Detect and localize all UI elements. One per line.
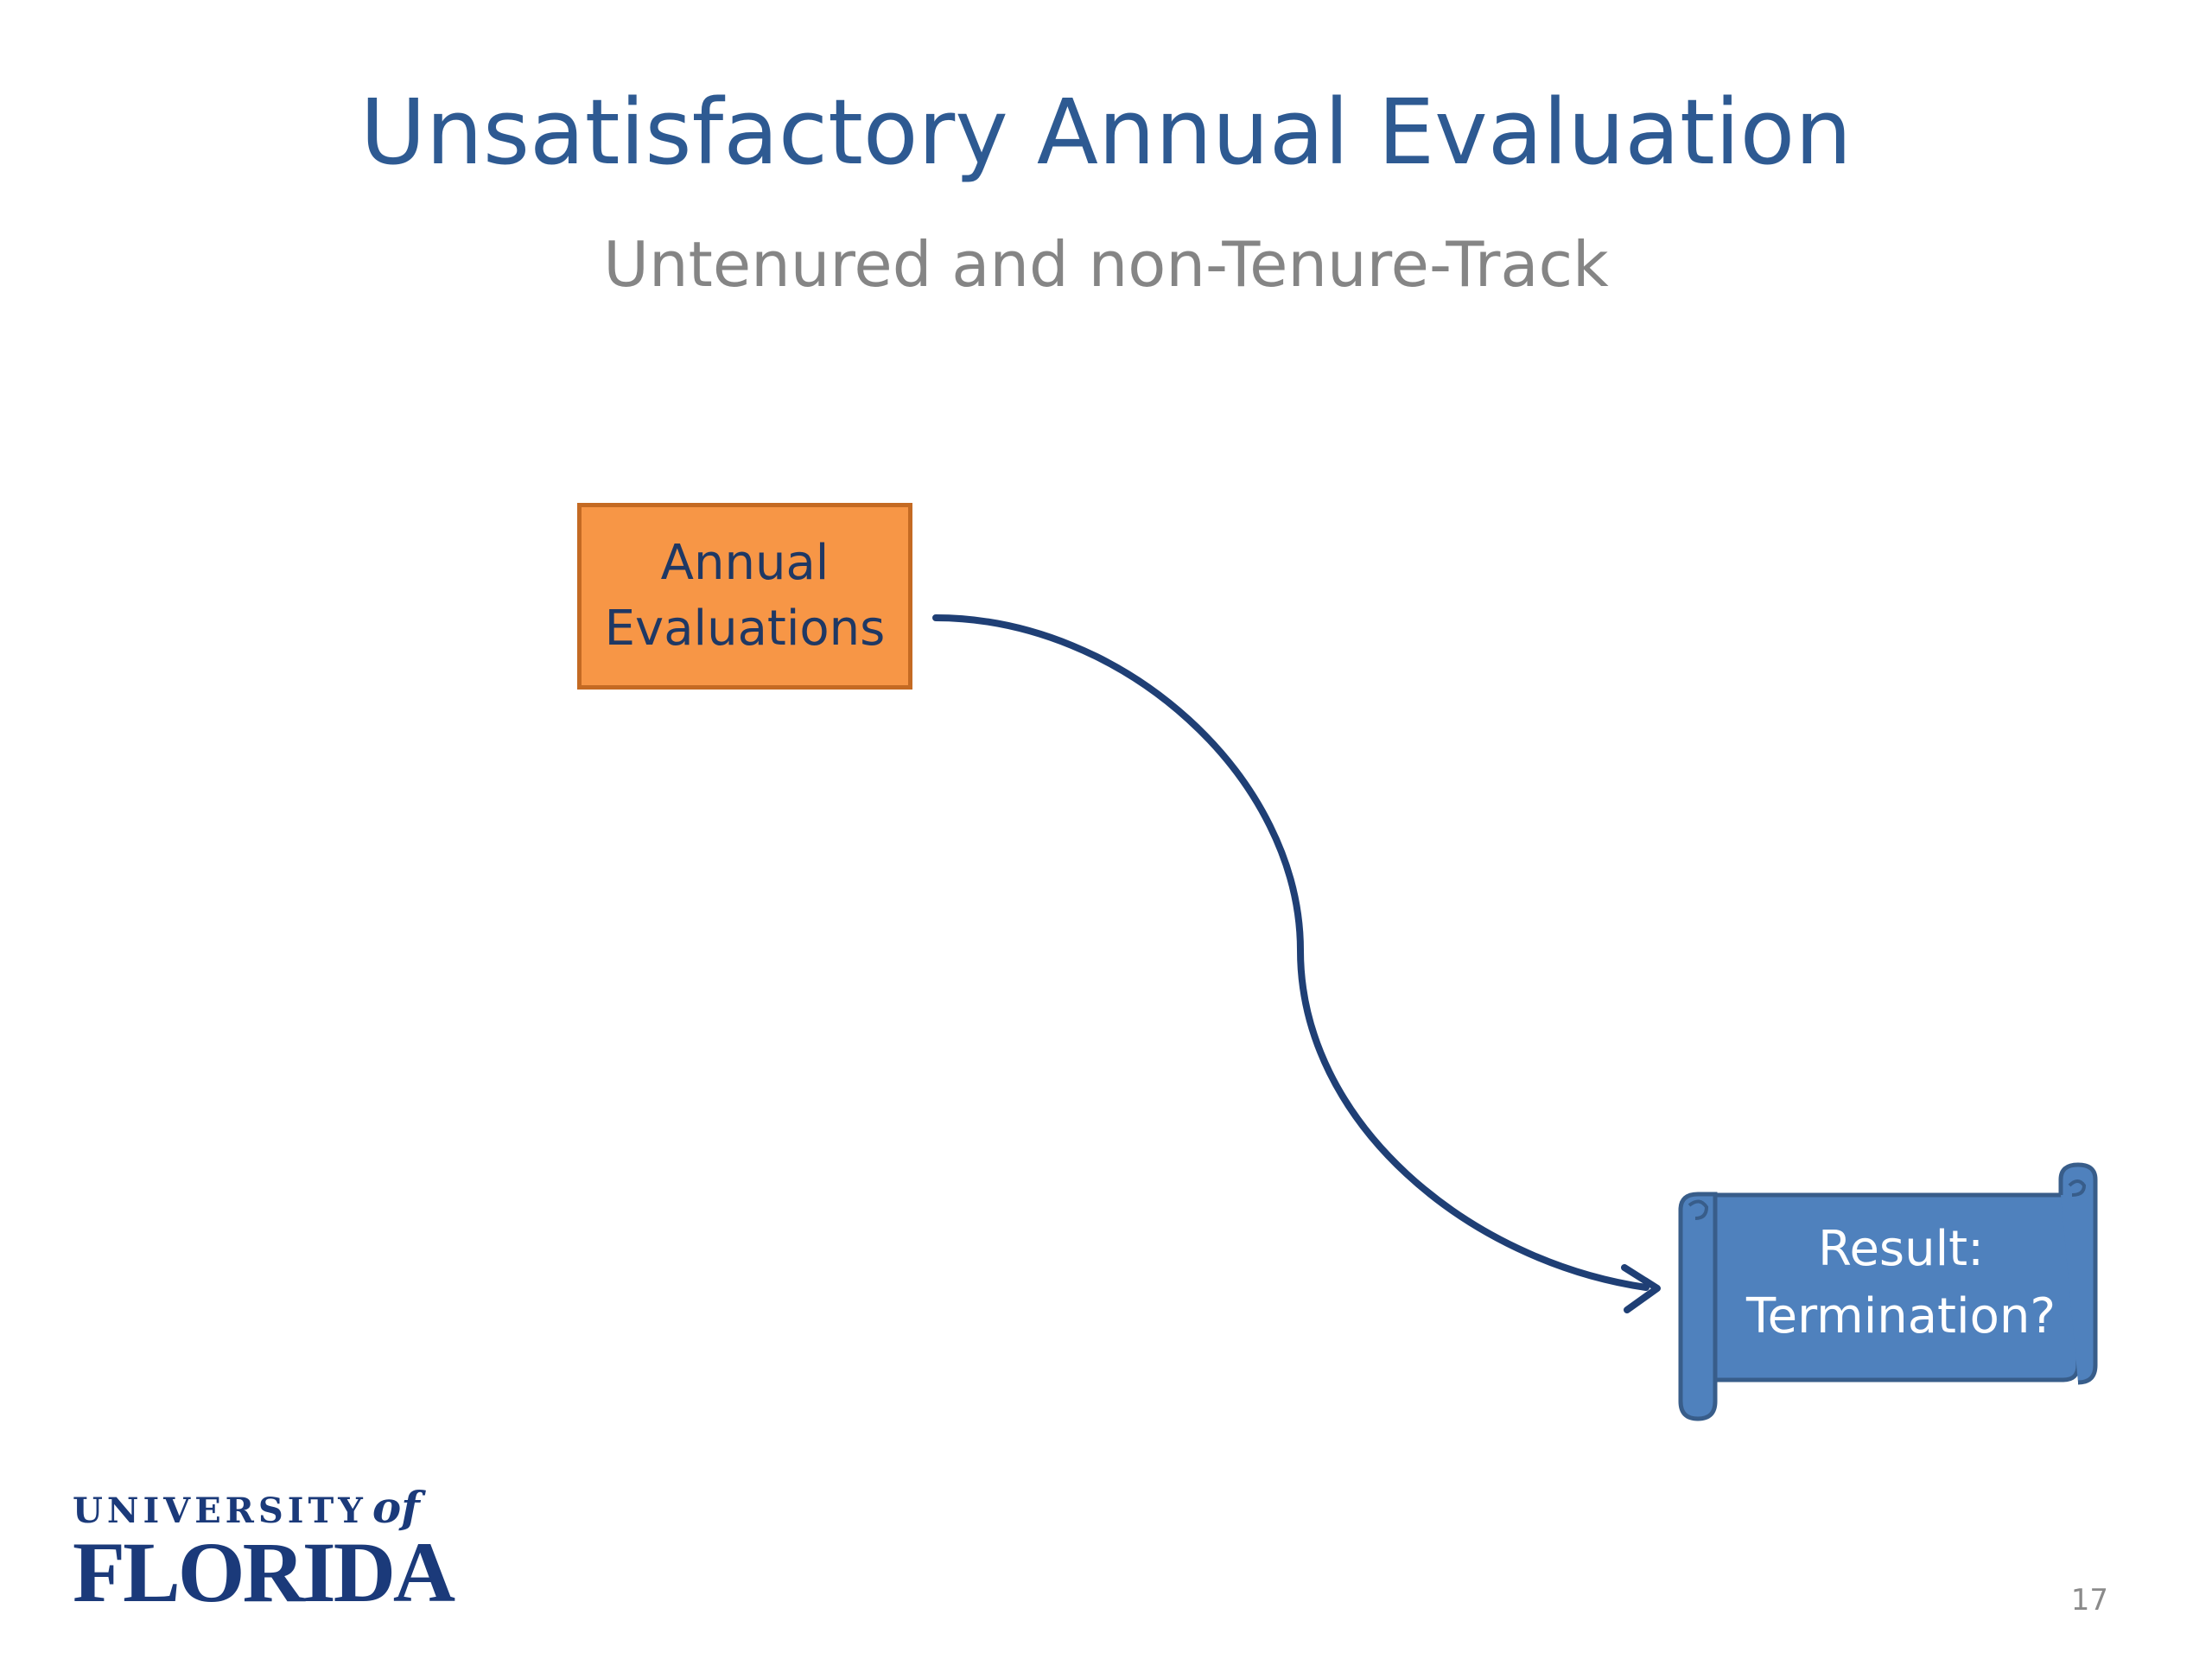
annual-evaluations-box: Annual Evaluations [577,503,912,690]
annual-evaluations-label: Annual Evaluations [604,535,886,657]
university-logo: UNIVERSITY of FLORIDA [73,1486,487,1616]
connector-annual-to-result [932,614,1649,1291]
arrowhead-icon [1621,1264,1661,1313]
logo-of-word: of [372,1482,420,1533]
page-number: 17 [2070,1583,2108,1618]
slide-subtitle: Untenured and non-Tenure-Track [603,228,1609,301]
result-termination-label: Result: Termination? [1745,1221,2056,1344]
logo-university-line: UNIVERSITY of [73,1486,420,1533]
logo-florida-word: FLORIDA [73,1524,455,1620]
slide-title: Unsatisfactory Annual Evaluation [359,79,1853,185]
logo-university-word: UNIVERSITY [73,1491,367,1531]
